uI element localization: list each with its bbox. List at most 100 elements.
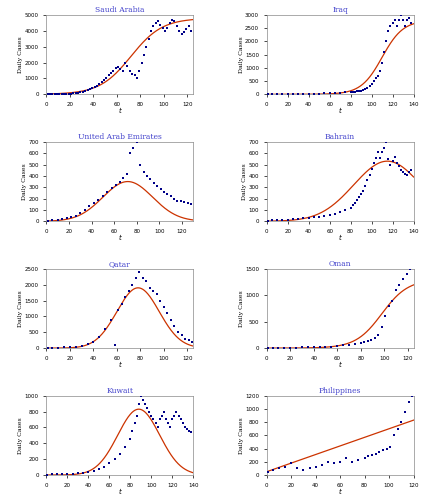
Point (152, 19, 159, 27)
Point (340, 342, 346, 349)
Point (49, 344, 56, 352)
Point (87, 86, 93, 94)
Point (185, 22, 192, 30)
Point (140, 168, 147, 176)
Point (63, 90, 70, 98)
Point (141, 50, 147, 58)
Point (288, 459, 295, 467)
Point (127, 436, 134, 444)
Point (398, 11, 404, 19)
Point (265, 468, 271, 475)
Title: United Arab Emirates: United Arab Emirates (78, 133, 162, 141)
Point (68, 213, 75, 221)
Point (328, 342, 335, 350)
Point (135, 400, 142, 407)
Point (358, 87, 365, 95)
Point (44, 344, 51, 352)
Point (289, 215, 296, 223)
Point (169, 416, 176, 424)
Point (133, 274, 139, 282)
Point (94, 82, 100, 90)
Point (59, 470, 65, 478)
Y-axis label: Daily Cases: Daily Cases (239, 36, 243, 73)
Point (100, 192, 106, 200)
Point (49, 216, 55, 224)
Point (138, 392, 144, 400)
Point (347, 204, 354, 212)
Point (58, 90, 65, 98)
Point (265, 344, 271, 352)
Point (131, 72, 138, 80)
Point (365, 452, 372, 460)
Point (85, 468, 92, 476)
Point (133, 138, 140, 146)
Point (279, 90, 286, 98)
Point (119, 66, 126, 74)
Point (352, 340, 358, 348)
Point (143, 42, 150, 50)
Point (274, 90, 281, 98)
Point (54, 216, 61, 224)
Point (165, 420, 171, 428)
Point (116, 178, 123, 186)
Point (342, 206, 349, 214)
Point (375, 331, 381, 339)
Point (156, 416, 163, 424)
Point (49, 90, 56, 98)
Y-axis label: Daily Cases: Daily Cases (242, 163, 247, 200)
Point (181, 198, 188, 206)
Point (184, 199, 191, 207)
Point (169, 16, 176, 24)
Point (100, 76, 107, 84)
Point (160, 24, 166, 32)
Point (279, 216, 286, 224)
Point (295, 90, 302, 98)
Point (300, 90, 307, 98)
Point (79, 88, 86, 96)
Point (106, 459, 113, 467)
Point (174, 197, 181, 205)
Title: Philippines: Philippines (319, 387, 361, 395)
Point (171, 18, 178, 25)
Point (312, 463, 319, 471)
Point (337, 458, 344, 466)
Point (176, 27, 183, 35)
Point (403, 270, 410, 278)
Point (46, 90, 53, 98)
Point (95, 196, 102, 203)
Point (357, 339, 364, 347)
Point (64, 470, 71, 478)
Point (160, 188, 167, 196)
X-axis label: t: t (339, 235, 341, 241)
Point (123, 170, 130, 177)
Point (349, 202, 356, 209)
Point (101, 463, 108, 471)
Point (75, 470, 81, 478)
Point (102, 325, 108, 333)
Point (179, 420, 186, 428)
Title: Iraq: Iraq (332, 6, 348, 14)
Point (355, 456, 362, 464)
Point (337, 88, 344, 96)
Point (396, 280, 403, 288)
Point (354, 196, 360, 204)
Point (67, 343, 73, 351)
Point (326, 211, 333, 219)
Point (404, 16, 411, 24)
Point (103, 74, 110, 82)
Point (284, 216, 291, 224)
Point (325, 458, 331, 466)
Point (274, 216, 281, 224)
Point (269, 466, 276, 473)
Point (379, 148, 385, 156)
Point (162, 27, 168, 35)
Point (63, 214, 70, 222)
Point (160, 408, 167, 416)
Point (73, 212, 79, 220)
Point (281, 344, 288, 351)
Point (398, 418, 405, 426)
Point (379, 323, 385, 331)
Point (148, 27, 154, 35)
Point (393, 160, 400, 168)
Point (178, 332, 185, 340)
